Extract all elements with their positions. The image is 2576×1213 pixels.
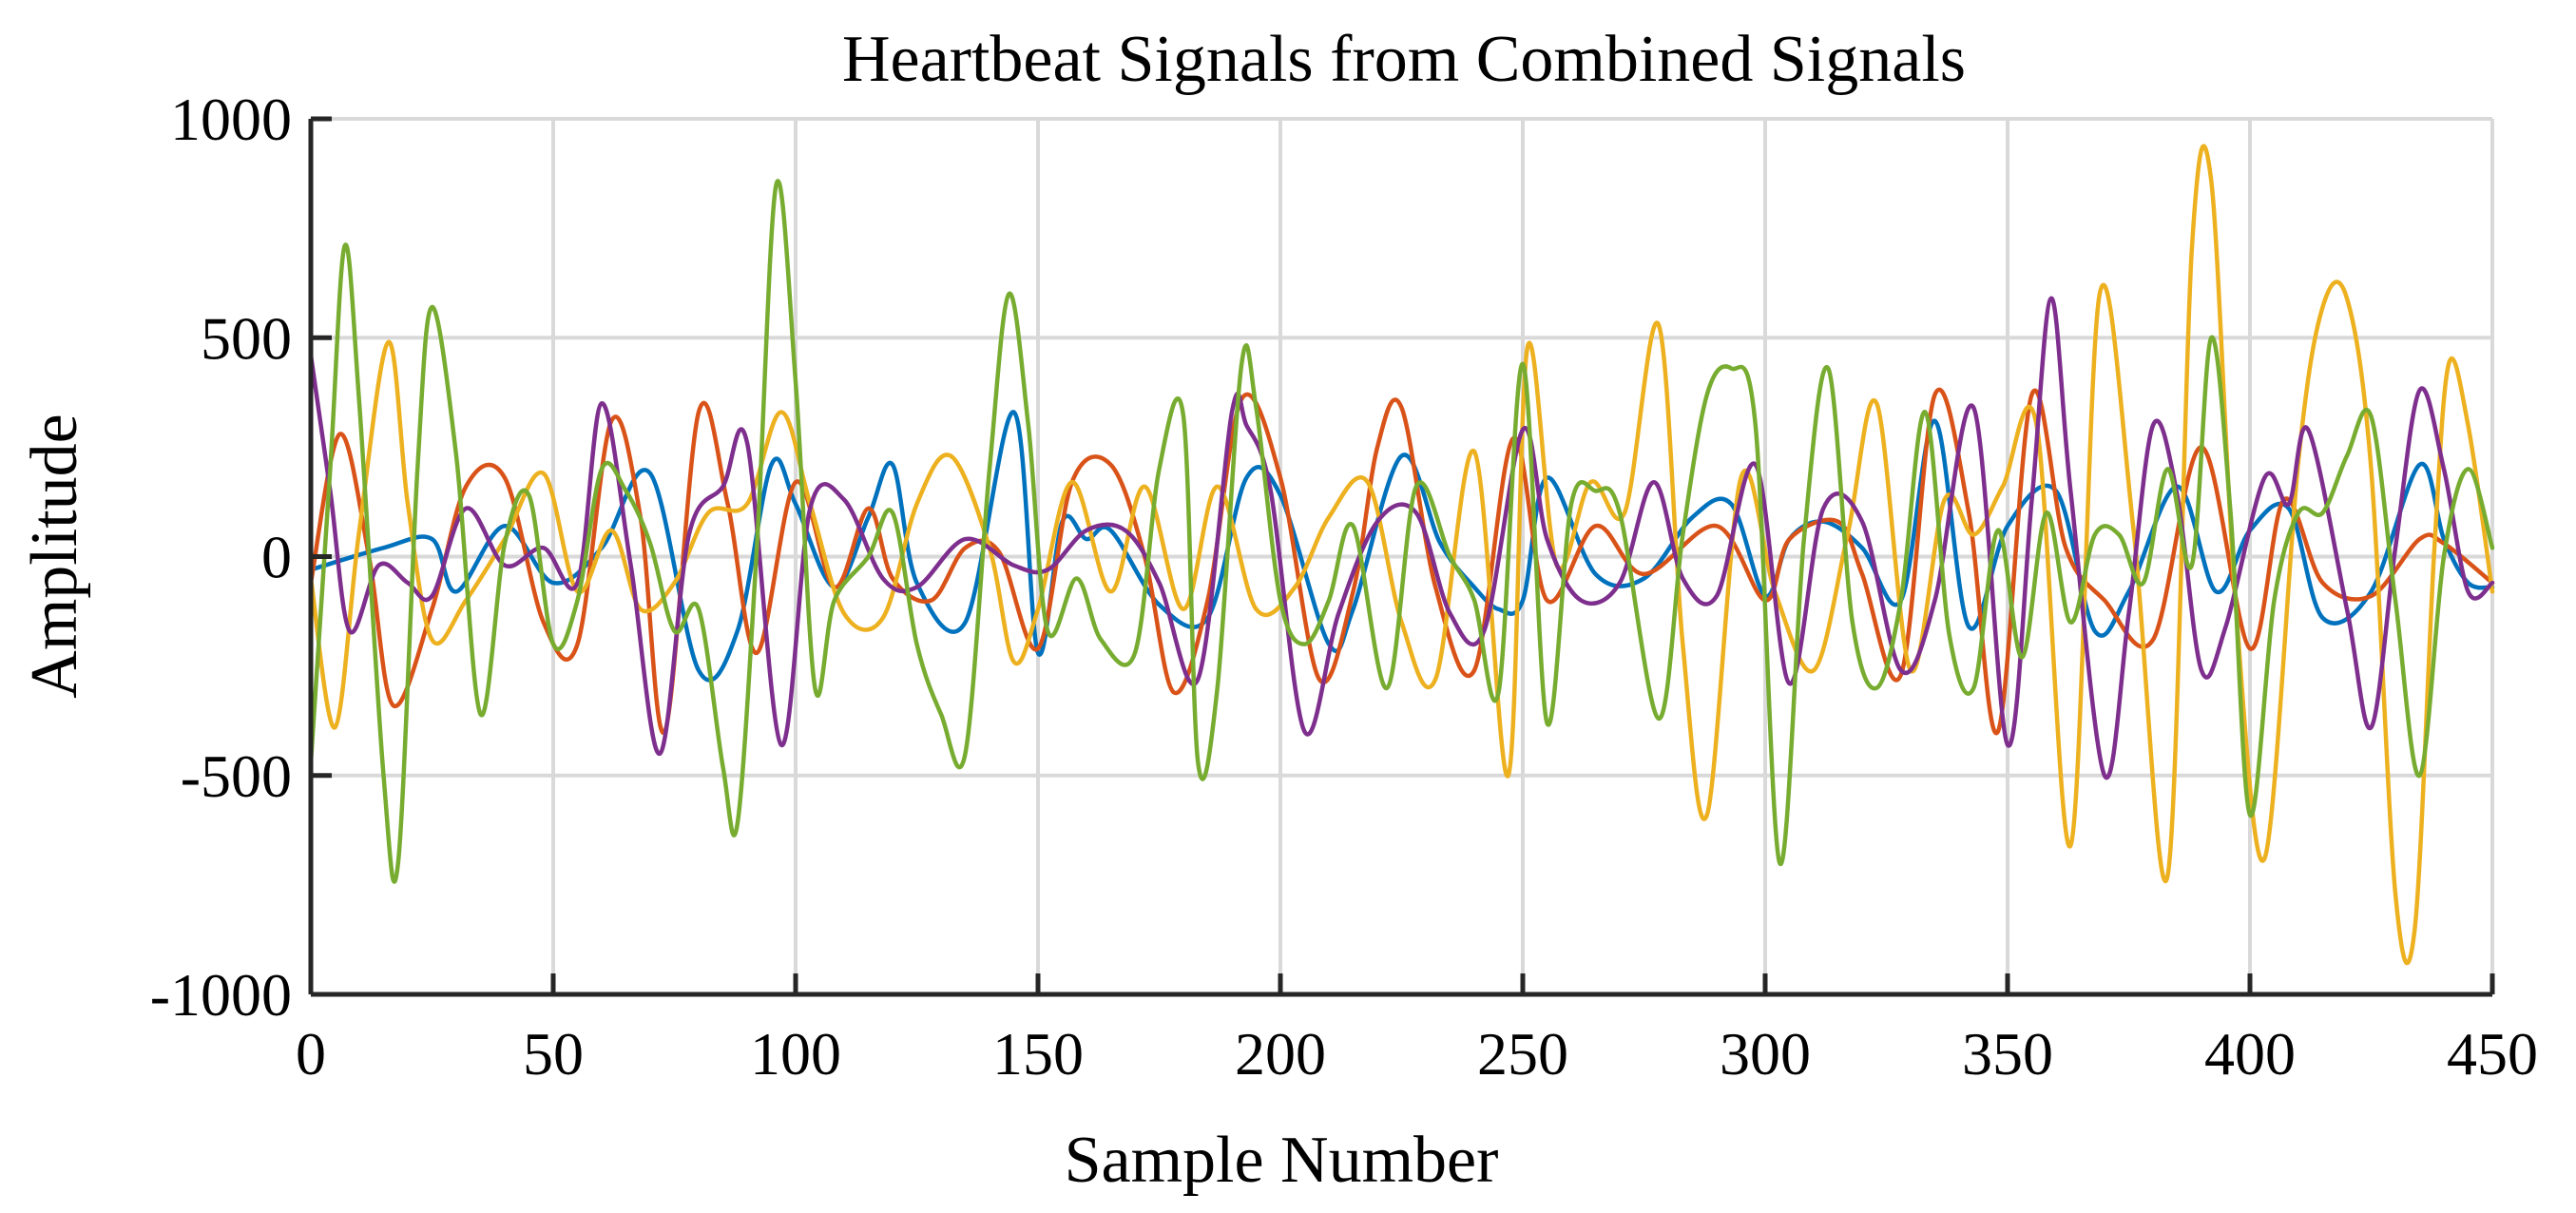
x-tick-label: 150	[992, 1020, 1084, 1088]
tick-labels: 0 50 100 150 200 250 300 350 400 450 -1000 -500 0 500…	[150, 86, 2538, 1088]
y-tick-label: 0	[261, 524, 292, 591]
y-tick-label: 1000	[170, 86, 292, 153]
series-line-signal-5	[308, 179, 2495, 884]
x-tick-label: 250	[1477, 1020, 1568, 1088]
y-tick-label: -1000	[150, 961, 292, 1029]
series-line-signal-3	[308, 144, 2495, 966]
x-tick-label: 100	[750, 1020, 841, 1088]
x-tick-label: 350	[1962, 1020, 2053, 1088]
x-tick-label: 0	[296, 1020, 326, 1088]
y-tick-label: -500	[181, 742, 292, 810]
x-axis-label: Sample Number	[1065, 1124, 1499, 1197]
x-tick-label: 200	[1235, 1020, 1326, 1088]
x-tick-label: 400	[2204, 1020, 2296, 1088]
grid-lines	[309, 117, 2494, 996]
x-tick-label: 450	[2447, 1020, 2538, 1088]
y-tick-label: 500	[201, 304, 292, 372]
series-lines	[308, 144, 2495, 966]
axes	[308, 116, 2495, 997]
x-tick-label: 50	[523, 1020, 584, 1088]
series-line-signal-1	[308, 410, 2495, 683]
y-axis-label: Amplitude	[18, 414, 91, 698]
series-line-signal-4	[308, 296, 2495, 780]
chart-title: Heartbeat Signals from Combined Signals	[842, 23, 1966, 96]
x-tick-label: 300	[1720, 1020, 1811, 1088]
